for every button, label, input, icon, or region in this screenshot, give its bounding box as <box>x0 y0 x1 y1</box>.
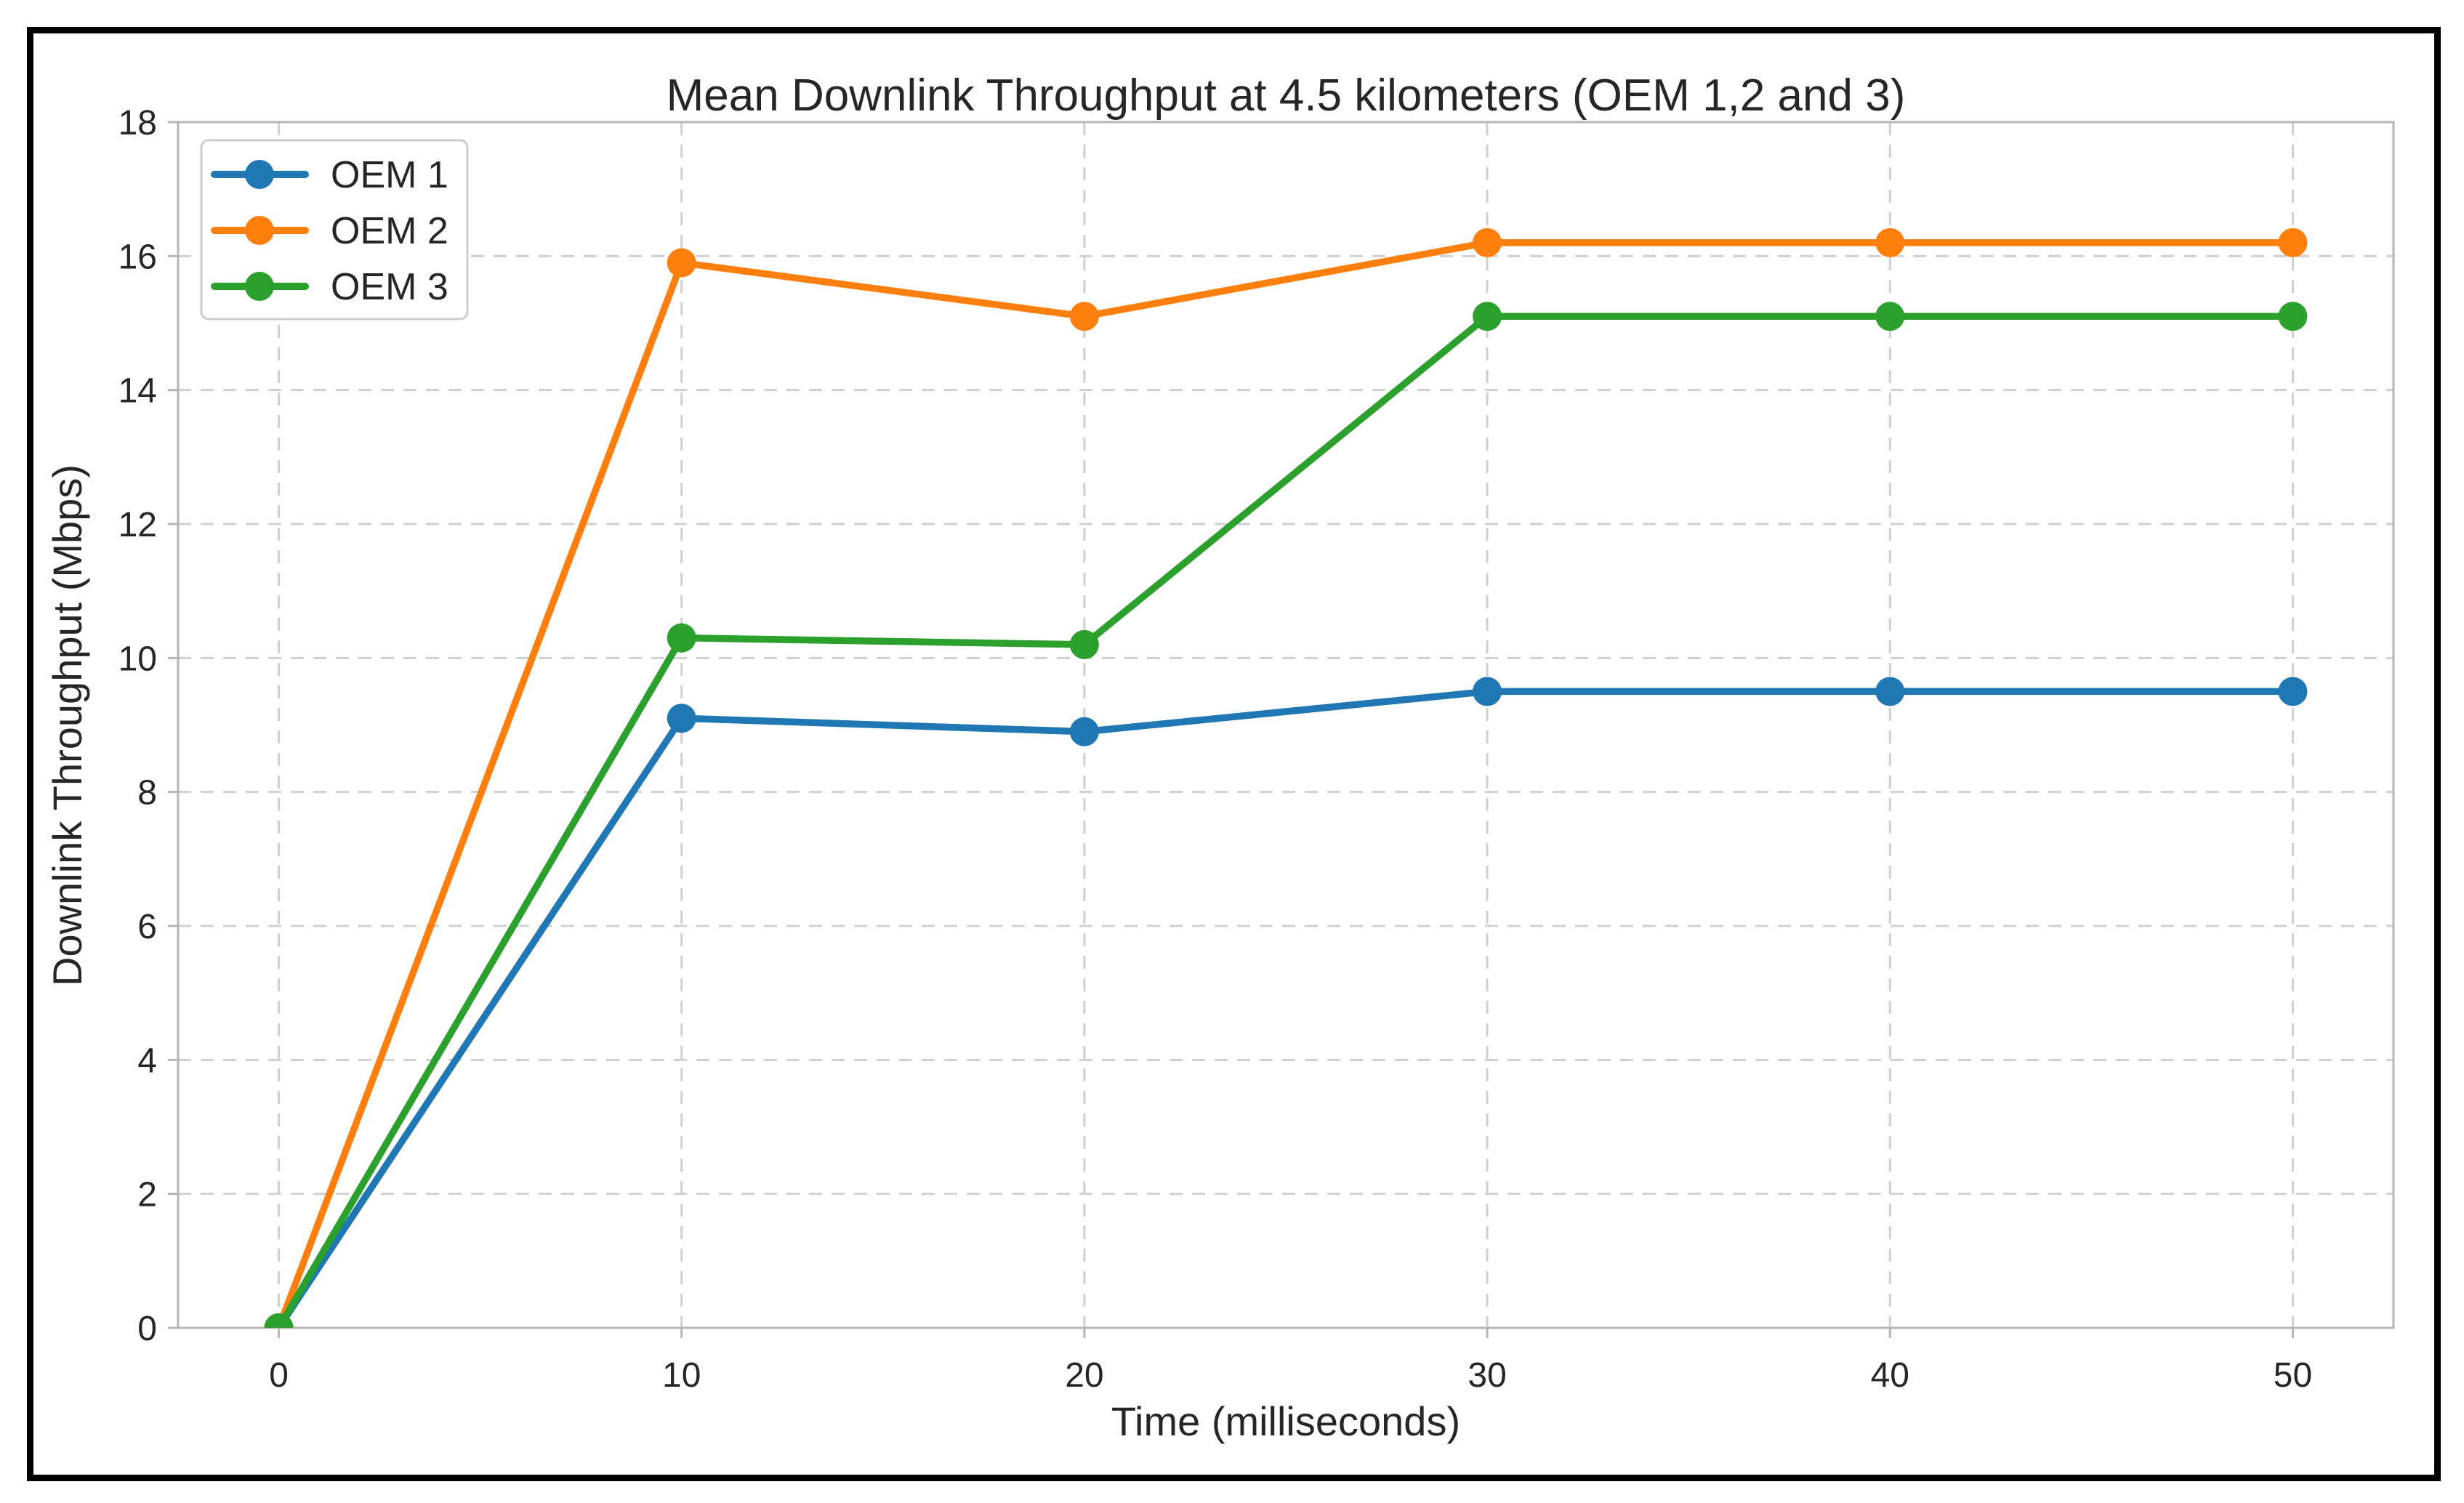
x-tick-label: 30 <box>1467 1356 1506 1395</box>
y-tick-label: 0 <box>137 1310 157 1348</box>
legend-marker-icon <box>245 160 274 189</box>
series-oem-3 <box>264 302 2308 1328</box>
data-point-marker <box>667 704 696 733</box>
data-point-marker <box>1473 302 1502 331</box>
data-point-marker <box>2278 227 2308 257</box>
data-point-marker <box>1069 302 1099 331</box>
legend-marker-icon <box>245 272 274 301</box>
plot-spines <box>177 121 2395 1329</box>
data-point-marker <box>1069 717 1099 746</box>
x-tick-label: 20 <box>1065 1356 1103 1395</box>
data-point-marker <box>264 1313 294 1328</box>
chart-title: Mean Downlink Throughput at 4.5 kilomete… <box>667 70 1906 121</box>
legend-label: OEM 1 <box>331 154 448 196</box>
data-series <box>264 227 2308 1328</box>
y-tick-label: 12 <box>118 506 157 544</box>
series-line <box>275 239 2297 1328</box>
y-tick-label: 14 <box>118 372 157 411</box>
data-point-marker <box>1473 677 1502 706</box>
y-tick-label: 6 <box>137 908 157 946</box>
series-oem-2 <box>264 227 2308 1328</box>
y-tick-label: 8 <box>137 774 157 813</box>
data-point-marker <box>1069 629 1099 659</box>
data-point-marker <box>2278 302 2308 331</box>
y-tick-label: 18 <box>118 104 157 142</box>
legend: OEM 1 OEM 2 OEM 3 <box>200 139 469 321</box>
y-tick-label: 16 <box>118 238 157 276</box>
legend-item: OEM 2 <box>211 210 448 252</box>
series-oem-1 <box>264 677 2308 1328</box>
x-tick-label: 0 <box>269 1356 289 1395</box>
x-tick-label: 40 <box>1871 1356 1909 1395</box>
tick-labels: 0 10 20 30 40 50 0 2 4 6 8 10 12 14 16 18 <box>118 104 2313 1395</box>
y-tick-label: 4 <box>137 1041 157 1080</box>
legend-marker-icon <box>245 216 274 245</box>
x-tick-label: 50 <box>2274 1356 2312 1395</box>
legend-label: OEM 3 <box>331 266 448 308</box>
data-point-marker <box>1875 302 1905 331</box>
axis-ticks <box>168 121 2294 1338</box>
series-line <box>275 313 2297 1328</box>
data-point-marker <box>1473 227 1502 257</box>
plot-frame <box>177 121 2395 1329</box>
x-axis-label: Time (milliseconds) <box>1111 1398 1460 1444</box>
y-tick-label: 2 <box>137 1176 157 1214</box>
data-point-marker <box>1875 677 1905 706</box>
y-axis-label: Downlink Throughput (Mbps) <box>44 464 90 986</box>
legend-item: OEM 1 <box>211 154 448 196</box>
data-point-marker <box>2278 677 2308 706</box>
data-point-marker <box>667 623 696 653</box>
legend-label: OEM 2 <box>331 210 448 252</box>
legend-item: OEM 3 <box>211 266 448 308</box>
series-line <box>275 688 2297 1328</box>
data-point-marker <box>667 248 696 278</box>
data-point-marker <box>1875 227 1905 257</box>
y-tick-label: 10 <box>118 640 157 678</box>
x-tick-label: 10 <box>662 1356 701 1395</box>
